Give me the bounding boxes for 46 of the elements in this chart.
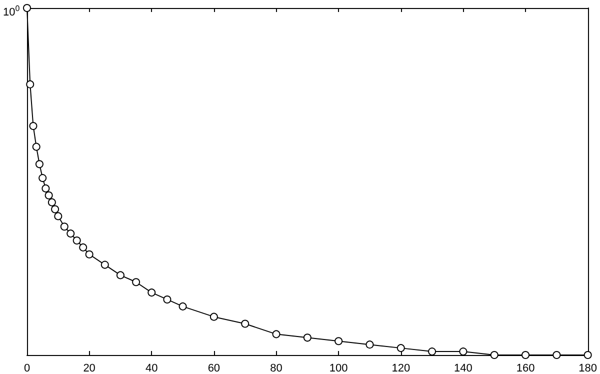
x-tick-label: 20 [83, 362, 96, 374]
point [522, 351, 530, 359]
x-tick-label: 180 [578, 362, 598, 374]
point [116, 271, 124, 280]
point [23, 4, 31, 12]
x-tick-label: 160 [516, 362, 535, 374]
point [66, 230, 75, 238]
point [48, 198, 56, 206]
x-tick-label: 40 [146, 362, 158, 374]
point [490, 351, 498, 359]
point [178, 302, 187, 310]
point [44, 191, 53, 200]
point [396, 344, 405, 352]
point [60, 222, 68, 231]
point [85, 250, 94, 258]
x-tick-label: 60 [208, 362, 220, 374]
point [241, 320, 250, 328]
point [552, 351, 561, 359]
point [100, 260, 109, 269]
point [584, 351, 592, 359]
point [72, 236, 81, 244]
point [272, 330, 280, 338]
point [366, 340, 374, 349]
point [459, 348, 468, 356]
point [54, 212, 62, 220]
point [35, 160, 44, 168]
text: 10$^{0}$ [3, 3, 20, 19]
point [29, 122, 38, 130]
point [210, 312, 218, 321]
point [334, 337, 343, 346]
point [51, 205, 60, 214]
point [26, 80, 34, 88]
point [303, 334, 312, 342]
point [163, 295, 172, 304]
x-tick-label: 140 [454, 362, 472, 374]
point [79, 243, 88, 252]
x-tick-label: 100 [329, 362, 348, 374]
x-tick-label: 80 [270, 362, 282, 374]
point [148, 288, 156, 297]
x-tick-label: 120 [392, 362, 410, 374]
point [42, 184, 50, 192]
point [38, 174, 47, 182]
point [32, 142, 40, 151]
point [132, 278, 140, 286]
x-tick-label: 0 [24, 362, 30, 374]
point [428, 348, 436, 356]
